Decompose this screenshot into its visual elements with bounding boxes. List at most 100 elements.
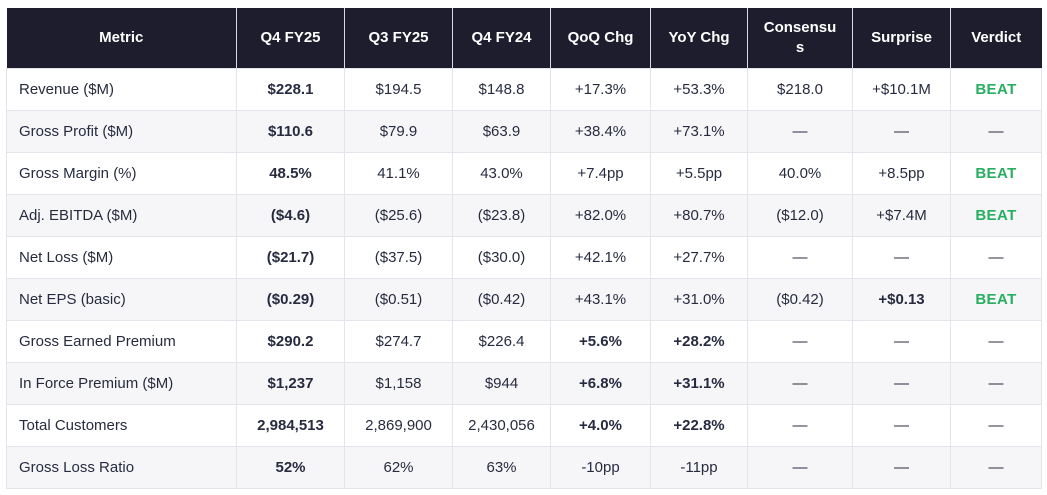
cell-yoy: +5.5pp: [650, 151, 748, 195]
cell-consensus: —: [747, 445, 853, 489]
cell-q4fy25: ($0.29): [236, 277, 345, 321]
cell-q4fy25: $228.1: [236, 67, 345, 111]
cell-q3fy25: $194.5: [344, 67, 453, 111]
table-row: Total Customers 2,984,513 2,869,900 2,430,0…: [6, 403, 1042, 447]
cell-q4fy24: $148.8: [452, 67, 551, 111]
cell-yoy: +31.0%: [650, 277, 748, 321]
cell-q4fy24: 63%: [452, 445, 551, 489]
cell-metric: Gross Profit ($M): [6, 109, 237, 153]
cell-metric: Net EPS (basic): [6, 277, 237, 321]
cell-consensus: —: [747, 109, 853, 153]
cell-q4fy24: $226.4: [452, 319, 551, 363]
cell-q3fy25: $274.7: [344, 319, 453, 363]
cell-metric: Net Loss ($M): [6, 235, 237, 279]
cell-consensus: —: [747, 235, 853, 279]
table-row: In Force Premium ($M) $1,237 $1,158 $944 +6.…: [6, 361, 1042, 405]
cell-q4fy25: $1,237: [236, 361, 345, 405]
cell-metric: Gross Margin (%): [6, 151, 237, 195]
cell-q4fy24: ($30.0): [452, 235, 551, 279]
cell-verdict: —: [950, 235, 1042, 279]
column-header-label: Surprise: [871, 29, 932, 47]
cell-surprise: —: [852, 319, 951, 363]
cell-q4fy25: $290.2: [236, 319, 345, 363]
cell-verdict: BEAT: [950, 67, 1042, 111]
cell-metric: Revenue ($M): [6, 67, 237, 111]
cell-q4fy24: $63.9: [452, 109, 551, 153]
cell-qoq: +7.4pp: [550, 151, 651, 195]
cell-q3fy25: 2,869,900: [344, 403, 453, 447]
column-header-metric: Metric: [6, 8, 237, 68]
cell-verdict: —: [950, 361, 1042, 405]
cell-yoy: -11pp: [650, 445, 748, 489]
cell-q3fy25: 41.1%: [344, 151, 453, 195]
cell-qoq: +42.1%: [550, 235, 651, 279]
cell-q4fy25: ($21.7): [236, 235, 345, 279]
cell-q3fy25: 62%: [344, 445, 453, 489]
cell-yoy: +27.7%: [650, 235, 748, 279]
cell-verdict: —: [950, 403, 1042, 447]
column-header-verdict: Verdict: [950, 8, 1042, 68]
cell-qoq: +82.0%: [550, 193, 651, 237]
cell-yoy: +31.1%: [650, 361, 748, 405]
column-header-q3fy25: Q3 FY25: [344, 8, 453, 68]
cell-yoy: +53.3%: [650, 67, 748, 111]
cell-consensus: $218.0: [747, 67, 853, 111]
cell-surprise: —: [852, 235, 951, 279]
cell-qoq: +43.1%: [550, 277, 651, 321]
table-row: Gross Profit ($M) $110.6 $79.9 $63.9 +38.4% +…: [6, 109, 1042, 153]
cell-consensus: —: [747, 403, 853, 447]
table-row: Adj. EBITDA ($M) ($4.6) ($25.6) ($23.8) +82.…: [6, 193, 1042, 237]
column-header-label: QoQ Chg: [567, 29, 634, 47]
cell-q3fy25: ($37.5): [344, 235, 453, 279]
cell-consensus: ($12.0): [747, 193, 853, 237]
column-header-label: Q4 FY25: [260, 29, 321, 47]
cell-q4fy24: 2,430,056: [452, 403, 551, 447]
cell-verdict: —: [950, 319, 1042, 363]
cell-q4fy25: $110.6: [236, 109, 345, 153]
cell-q4fy25: ($4.6): [236, 193, 345, 237]
column-header-surprise: Surprise: [852, 8, 951, 68]
cell-consensus: 40.0%: [747, 151, 853, 195]
cell-q3fy25: $1,158: [344, 361, 453, 405]
cell-surprise: —: [852, 445, 951, 489]
cell-verdict: BEAT: [950, 193, 1042, 237]
cell-q3fy25: $79.9: [344, 109, 453, 153]
cell-q3fy25: ($25.6): [344, 193, 453, 237]
table-body: Revenue ($M) $228.1 $194.5 $148.8 +17.3% +53.…: [6, 67, 1042, 489]
cell-q4fy25: 2,984,513: [236, 403, 345, 447]
cell-metric: In Force Premium ($M): [6, 361, 237, 405]
cell-consensus: ($0.42): [747, 277, 853, 321]
cell-metric: Gross Earned Premium: [6, 319, 237, 363]
header-row: Metric Q4 FY25 Q3 FY25 Q4 FY24 QoQ Chg YoY Ch…: [6, 8, 1042, 68]
cell-metric: Gross Loss Ratio: [6, 445, 237, 489]
cell-verdict: —: [950, 445, 1042, 489]
column-header-yoy: YoY Chg: [650, 8, 748, 68]
cell-q4fy24: ($0.42): [452, 277, 551, 321]
cell-q4fy25: 52%: [236, 445, 345, 489]
cell-consensus: —: [747, 361, 853, 405]
cell-yoy: +73.1%: [650, 109, 748, 153]
cell-surprise: +$7.4M: [852, 193, 951, 237]
cell-yoy: +80.7%: [650, 193, 748, 237]
column-header-q4fy24: Q4 FY24: [452, 8, 551, 68]
column-header-label: Consensus: [763, 19, 837, 56]
cell-surprise: +$10.1M: [852, 67, 951, 111]
column-header-consensus: Consensus: [747, 8, 853, 68]
metrics-table: Metric Q4 FY25 Q3 FY25 Q4 FY24 QoQ Chg YoY Ch…: [6, 8, 1042, 489]
cell-q4fy25: 48.5%: [236, 151, 345, 195]
cell-surprise: —: [852, 361, 951, 405]
cell-surprise: +$0.13: [852, 277, 951, 321]
column-header-label: YoY Chg: [668, 29, 730, 47]
column-header-q4fy25: Q4 FY25: [236, 8, 345, 68]
cell-verdict: BEAT: [950, 151, 1042, 195]
cell-metric: Total Customers: [6, 403, 237, 447]
column-header-label: Verdict: [971, 29, 1022, 47]
cell-consensus: —: [747, 319, 853, 363]
table-row: Net EPS (basic) ($0.29) ($0.51) ($0.42) +43.…: [6, 277, 1042, 321]
table-row: Gross Loss Ratio 52% 62% 63% -10pp -11pp — — —: [6, 445, 1042, 489]
cell-q4fy24: $944: [452, 361, 551, 405]
cell-yoy: +22.8%: [650, 403, 748, 447]
column-header-label: Metric: [99, 29, 144, 47]
table-row: Revenue ($M) $228.1 $194.5 $148.8 +17.3% +53.…: [6, 67, 1042, 111]
cell-qoq: +6.8%: [550, 361, 651, 405]
